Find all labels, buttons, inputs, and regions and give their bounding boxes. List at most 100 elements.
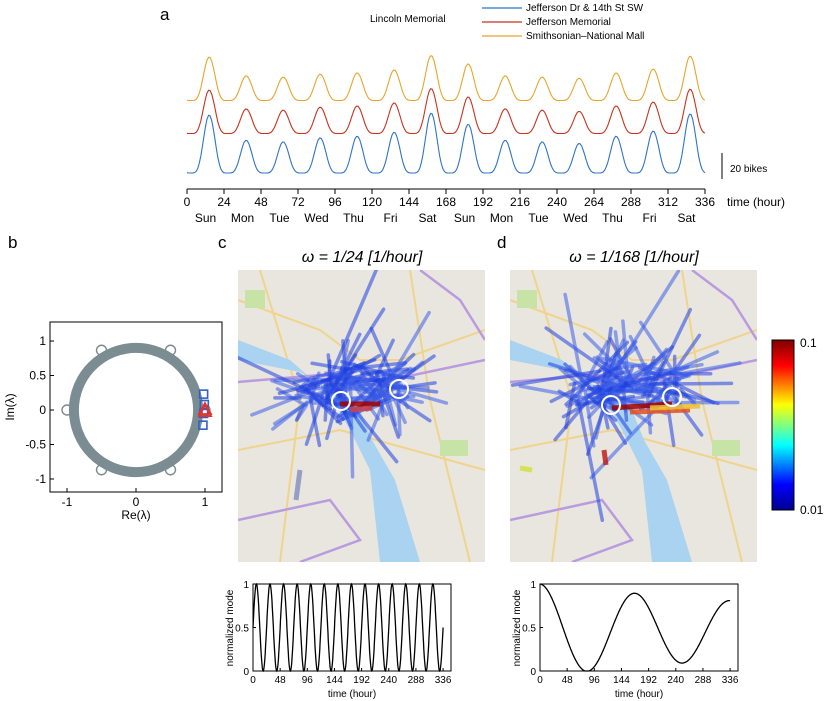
x-tick-label-mode: 96 — [302, 675, 314, 686]
flow-line-hot — [519, 465, 533, 473]
flow-line — [327, 270, 379, 381]
flow-line — [310, 393, 386, 405]
series-line-smithsonian — [186, 55, 706, 102]
flow-line — [643, 354, 668, 375]
y-tick-label-mode: 0 — [243, 667, 249, 678]
legend-entry-0: Jefferson Dr & 14th St SW — [526, 3, 644, 14]
x-tick-label-mode: 240 — [380, 675, 397, 686]
day-label: Wed — [304, 211, 328, 225]
x-tick-label-mode: 336 — [435, 675, 452, 686]
ticks-mode-c: 0 48 96 144 192 240 288 336 0 0.5 1 — [235, 580, 452, 686]
flow-line — [271, 400, 309, 431]
eigenvalue-circle — [95, 344, 108, 356]
station-marker-c2 — [389, 379, 409, 399]
flow-line — [639, 320, 681, 383]
x-tick-label-mode: 96 — [589, 675, 601, 686]
colorbar-gradient — [771, 339, 795, 511]
x-tick-label-mode: 48 — [275, 675, 287, 686]
x-axis-label-a: time (hour) — [727, 195, 785, 209]
x-tick-label-a: 216 — [510, 195, 530, 209]
colorbar: 0.1 0.01 — [771, 336, 824, 517]
x-tick-label-mode: 192 — [640, 675, 657, 686]
scale-bar-label: 20 bikes — [730, 164, 767, 175]
flow-line — [308, 386, 376, 391]
eigenvalue-triangle — [197, 401, 213, 415]
x-tick-label-mode: 0 — [250, 675, 256, 686]
station-marker-c1 — [331, 391, 351, 411]
eigenvalue-square — [198, 420, 208, 430]
x-tick-label-a: 336 — [695, 195, 715, 209]
flow-line — [324, 370, 355, 406]
legend-entry-2: Smithsonian–National Mall — [526, 31, 644, 42]
x-tick-label-mode: 144 — [326, 675, 343, 686]
map-park-c2 — [440, 440, 468, 456]
day-label: Tue — [528, 211, 549, 225]
day-label: Fri — [643, 211, 657, 225]
y-axis-label-mode-c: normalized mode — [225, 589, 236, 666]
flow-line — [600, 270, 681, 394]
day-label: Sun — [195, 211, 216, 225]
panel-label-a: a — [160, 5, 170, 24]
flow-line — [518, 384, 588, 400]
day-label: Tue — [269, 211, 290, 225]
x-tick-label-a: 312 — [658, 195, 678, 209]
eigenvalue-circle — [164, 344, 177, 356]
flow-line — [558, 367, 585, 390]
day-label: Thu — [602, 211, 623, 225]
map-d — [510, 270, 757, 562]
x-tick-label-a: 288 — [621, 195, 641, 209]
flow-line — [277, 378, 332, 396]
x-tick-label-a: 264 — [584, 195, 604, 209]
map-roads-c — [238, 270, 485, 562]
y-tick-label-b: 1 — [39, 334, 46, 348]
y-tick-label-mode: 0.5 — [522, 624, 536, 635]
map-c — [238, 270, 485, 562]
flow-line — [662, 380, 676, 448]
flow-line — [308, 396, 322, 448]
x-tick-label-b: -1 — [62, 495, 73, 509]
flow-line — [679, 361, 742, 376]
day-label: Sun — [454, 211, 475, 225]
day-label: Mon — [490, 211, 513, 225]
mode-curve-c — [252, 582, 444, 673]
x-tick-label-a: 192 — [473, 195, 493, 209]
y-tick-label-b: 0.5 — [29, 369, 46, 383]
flow-line-hot — [649, 403, 701, 411]
map-park-d2 — [712, 440, 740, 456]
x-tick-label-a: 0 — [184, 195, 191, 209]
y-axis-label-b: Im(λ) — [3, 393, 17, 420]
x-tick-label-mode: 288 — [695, 675, 712, 686]
day-label: Thu — [343, 211, 364, 225]
x-axis-label-mode-c: time (hour) — [328, 689, 376, 700]
map-river-c — [238, 340, 420, 562]
station-marker-d1 — [601, 395, 621, 415]
x-axis-label-b: Re(λ) — [121, 508, 150, 522]
x-tick-label-b: 0 — [133, 495, 140, 509]
flow-line — [304, 387, 343, 425]
x-tick-label-a: 240 — [547, 195, 567, 209]
x-tick-label-a: 144 — [399, 195, 419, 209]
station-marker-d2 — [662, 387, 682, 407]
eigenvalue-square — [198, 389, 209, 399]
y-tick-label-b: -1 — [35, 472, 46, 486]
ticks-mode-d: 0 48 96 144 192 240 288 336 0 0.5 1 — [522, 580, 739, 686]
flow-line — [647, 307, 693, 397]
flow-line — [621, 319, 629, 371]
y-tick-label-mode: 0 — [530, 667, 536, 678]
flow-line-hot — [601, 449, 609, 466]
colorbar-max-label: 0.1 — [800, 336, 817, 350]
flow-line — [549, 365, 620, 404]
x-tick-label-b: 1 — [202, 495, 209, 509]
x-tick-label-mode: 48 — [562, 675, 574, 686]
x-tick-label-a: 168 — [436, 195, 456, 209]
flow-line — [544, 326, 634, 390]
x-tick-label-mode: 336 — [722, 675, 739, 686]
eigenvalue-ring — [68, 342, 204, 478]
flow-line — [360, 364, 382, 387]
y-tick-label-mode: 1 — [530, 580, 536, 591]
map-title-d: ω = 1/168 [1/hour] — [569, 249, 699, 266]
x-tick-label-mode: 0 — [537, 675, 543, 686]
eigenvalue-marks — [61, 344, 213, 476]
flow-line — [380, 310, 431, 395]
flow-line-hot — [293, 469, 303, 501]
